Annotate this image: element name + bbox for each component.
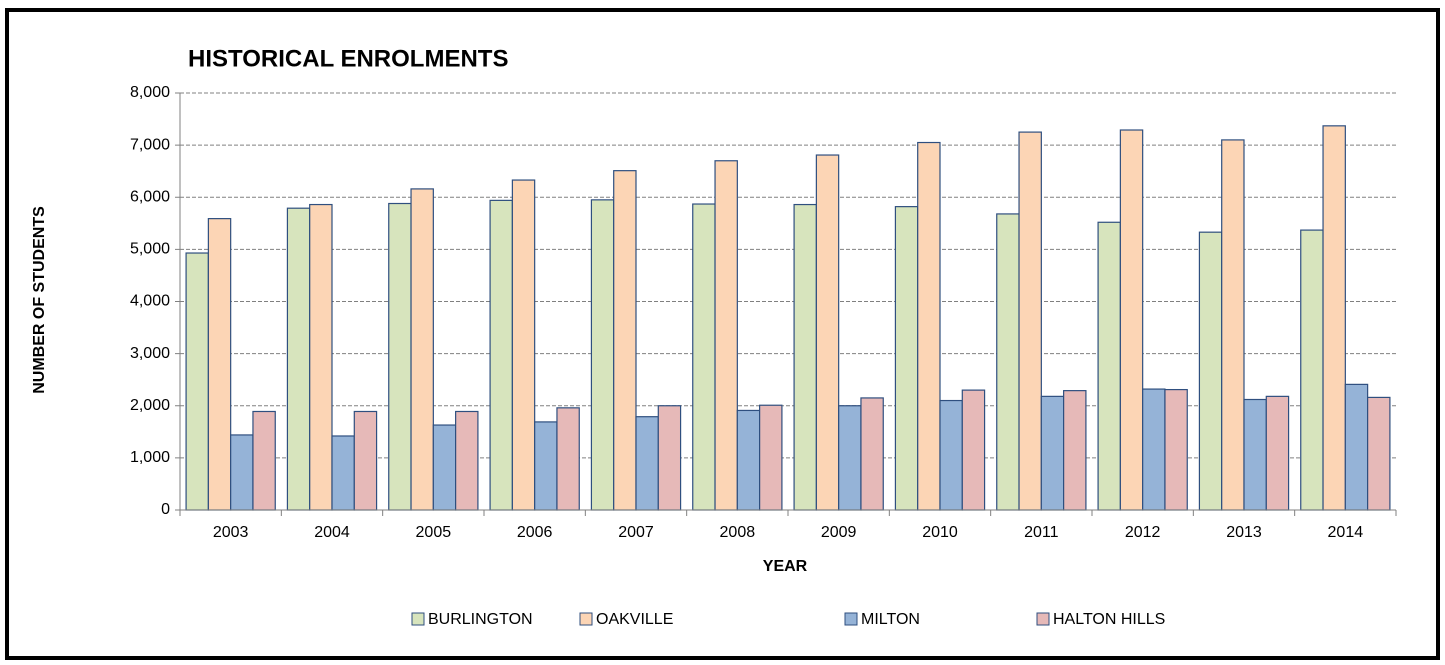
bar [1040, 395, 1065, 511]
legend-swatch [1036, 612, 1050, 626]
bar [1063, 390, 1087, 511]
bar [1322, 125, 1346, 511]
bar [331, 435, 355, 511]
x-axis-title: YEAR [763, 558, 808, 575]
legend-label: OAKVILLE [596, 611, 673, 628]
y-tick-label: 2,000 [130, 397, 170, 414]
bar [185, 252, 209, 511]
bar [353, 410, 378, 511]
bar [996, 213, 1020, 511]
y-tick-label: 6,000 [130, 188, 170, 205]
legend-swatch [844, 612, 858, 626]
legend-label: MILTON [861, 611, 920, 628]
bar [286, 207, 311, 511]
bar [1164, 388, 1188, 511]
bar [1344, 383, 1369, 511]
bar [556, 407, 580, 511]
bar [1097, 221, 1121, 511]
bar [432, 424, 457, 511]
bar [511, 179, 536, 511]
bar [860, 397, 884, 511]
x-tick-label: 2010 [922, 524, 958, 541]
y-tick-label: 8,000 [130, 84, 170, 101]
bar [1243, 398, 1267, 511]
bar [1221, 139, 1245, 511]
x-tick-label: 2003 [213, 524, 249, 541]
x-tick-label: 2006 [517, 524, 553, 541]
bar [692, 203, 716, 511]
bar [388, 202, 412, 511]
bar [1300, 229, 1324, 511]
bar [815, 154, 840, 511]
bar [534, 421, 558, 511]
bar [1119, 129, 1144, 511]
bar [489, 199, 513, 511]
bar [1265, 395, 1290, 511]
bar [939, 399, 963, 511]
bar [838, 405, 862, 511]
bar [657, 405, 682, 511]
bar [894, 206, 919, 511]
bar [455, 410, 479, 511]
bar [1198, 231, 1223, 511]
legend-label: HALTON HILLS [1053, 611, 1165, 628]
y-tick-label: 1,000 [130, 449, 170, 466]
bar [736, 409, 761, 511]
y-tick-label: 5,000 [130, 241, 170, 258]
bar [917, 141, 941, 511]
y-tick-label: 7,000 [130, 136, 170, 153]
bar [207, 218, 232, 511]
y-tick-label: 4,000 [130, 293, 170, 310]
bar [1142, 388, 1166, 511]
y-tick-label: 0 [161, 501, 170, 518]
x-tick-label: 2009 [821, 524, 857, 541]
y-tick-label: 3,000 [130, 345, 170, 362]
x-tick-label: 2012 [1125, 524, 1161, 541]
bar [590, 199, 615, 511]
x-tick-label: 2013 [1226, 524, 1262, 541]
bar [961, 389, 986, 511]
bar [714, 160, 738, 511]
bar [613, 170, 637, 511]
chart-title: HISTORICAL ENROLMENTS [188, 45, 508, 72]
x-tick-label: 2007 [618, 524, 654, 541]
x-tick-label: 2005 [416, 524, 452, 541]
legend-label: BURLINGTON [428, 611, 533, 628]
bar [759, 404, 783, 511]
bar [635, 416, 659, 511]
y-axis-title: NUMBER OF STUDENTS [31, 206, 48, 394]
bar [410, 188, 434, 511]
bar [1367, 396, 1391, 511]
legend-swatch [579, 612, 593, 626]
x-tick-label: 2004 [314, 524, 350, 541]
bar [793, 203, 817, 511]
bar [230, 434, 254, 511]
legend-swatch [411, 612, 425, 626]
x-tick-label: 2008 [720, 524, 756, 541]
bar [309, 203, 333, 511]
x-tick-label: 2011 [1024, 524, 1059, 541]
bar [252, 410, 276, 511]
bar [1018, 131, 1042, 511]
x-tick-label: 2014 [1328, 524, 1364, 541]
